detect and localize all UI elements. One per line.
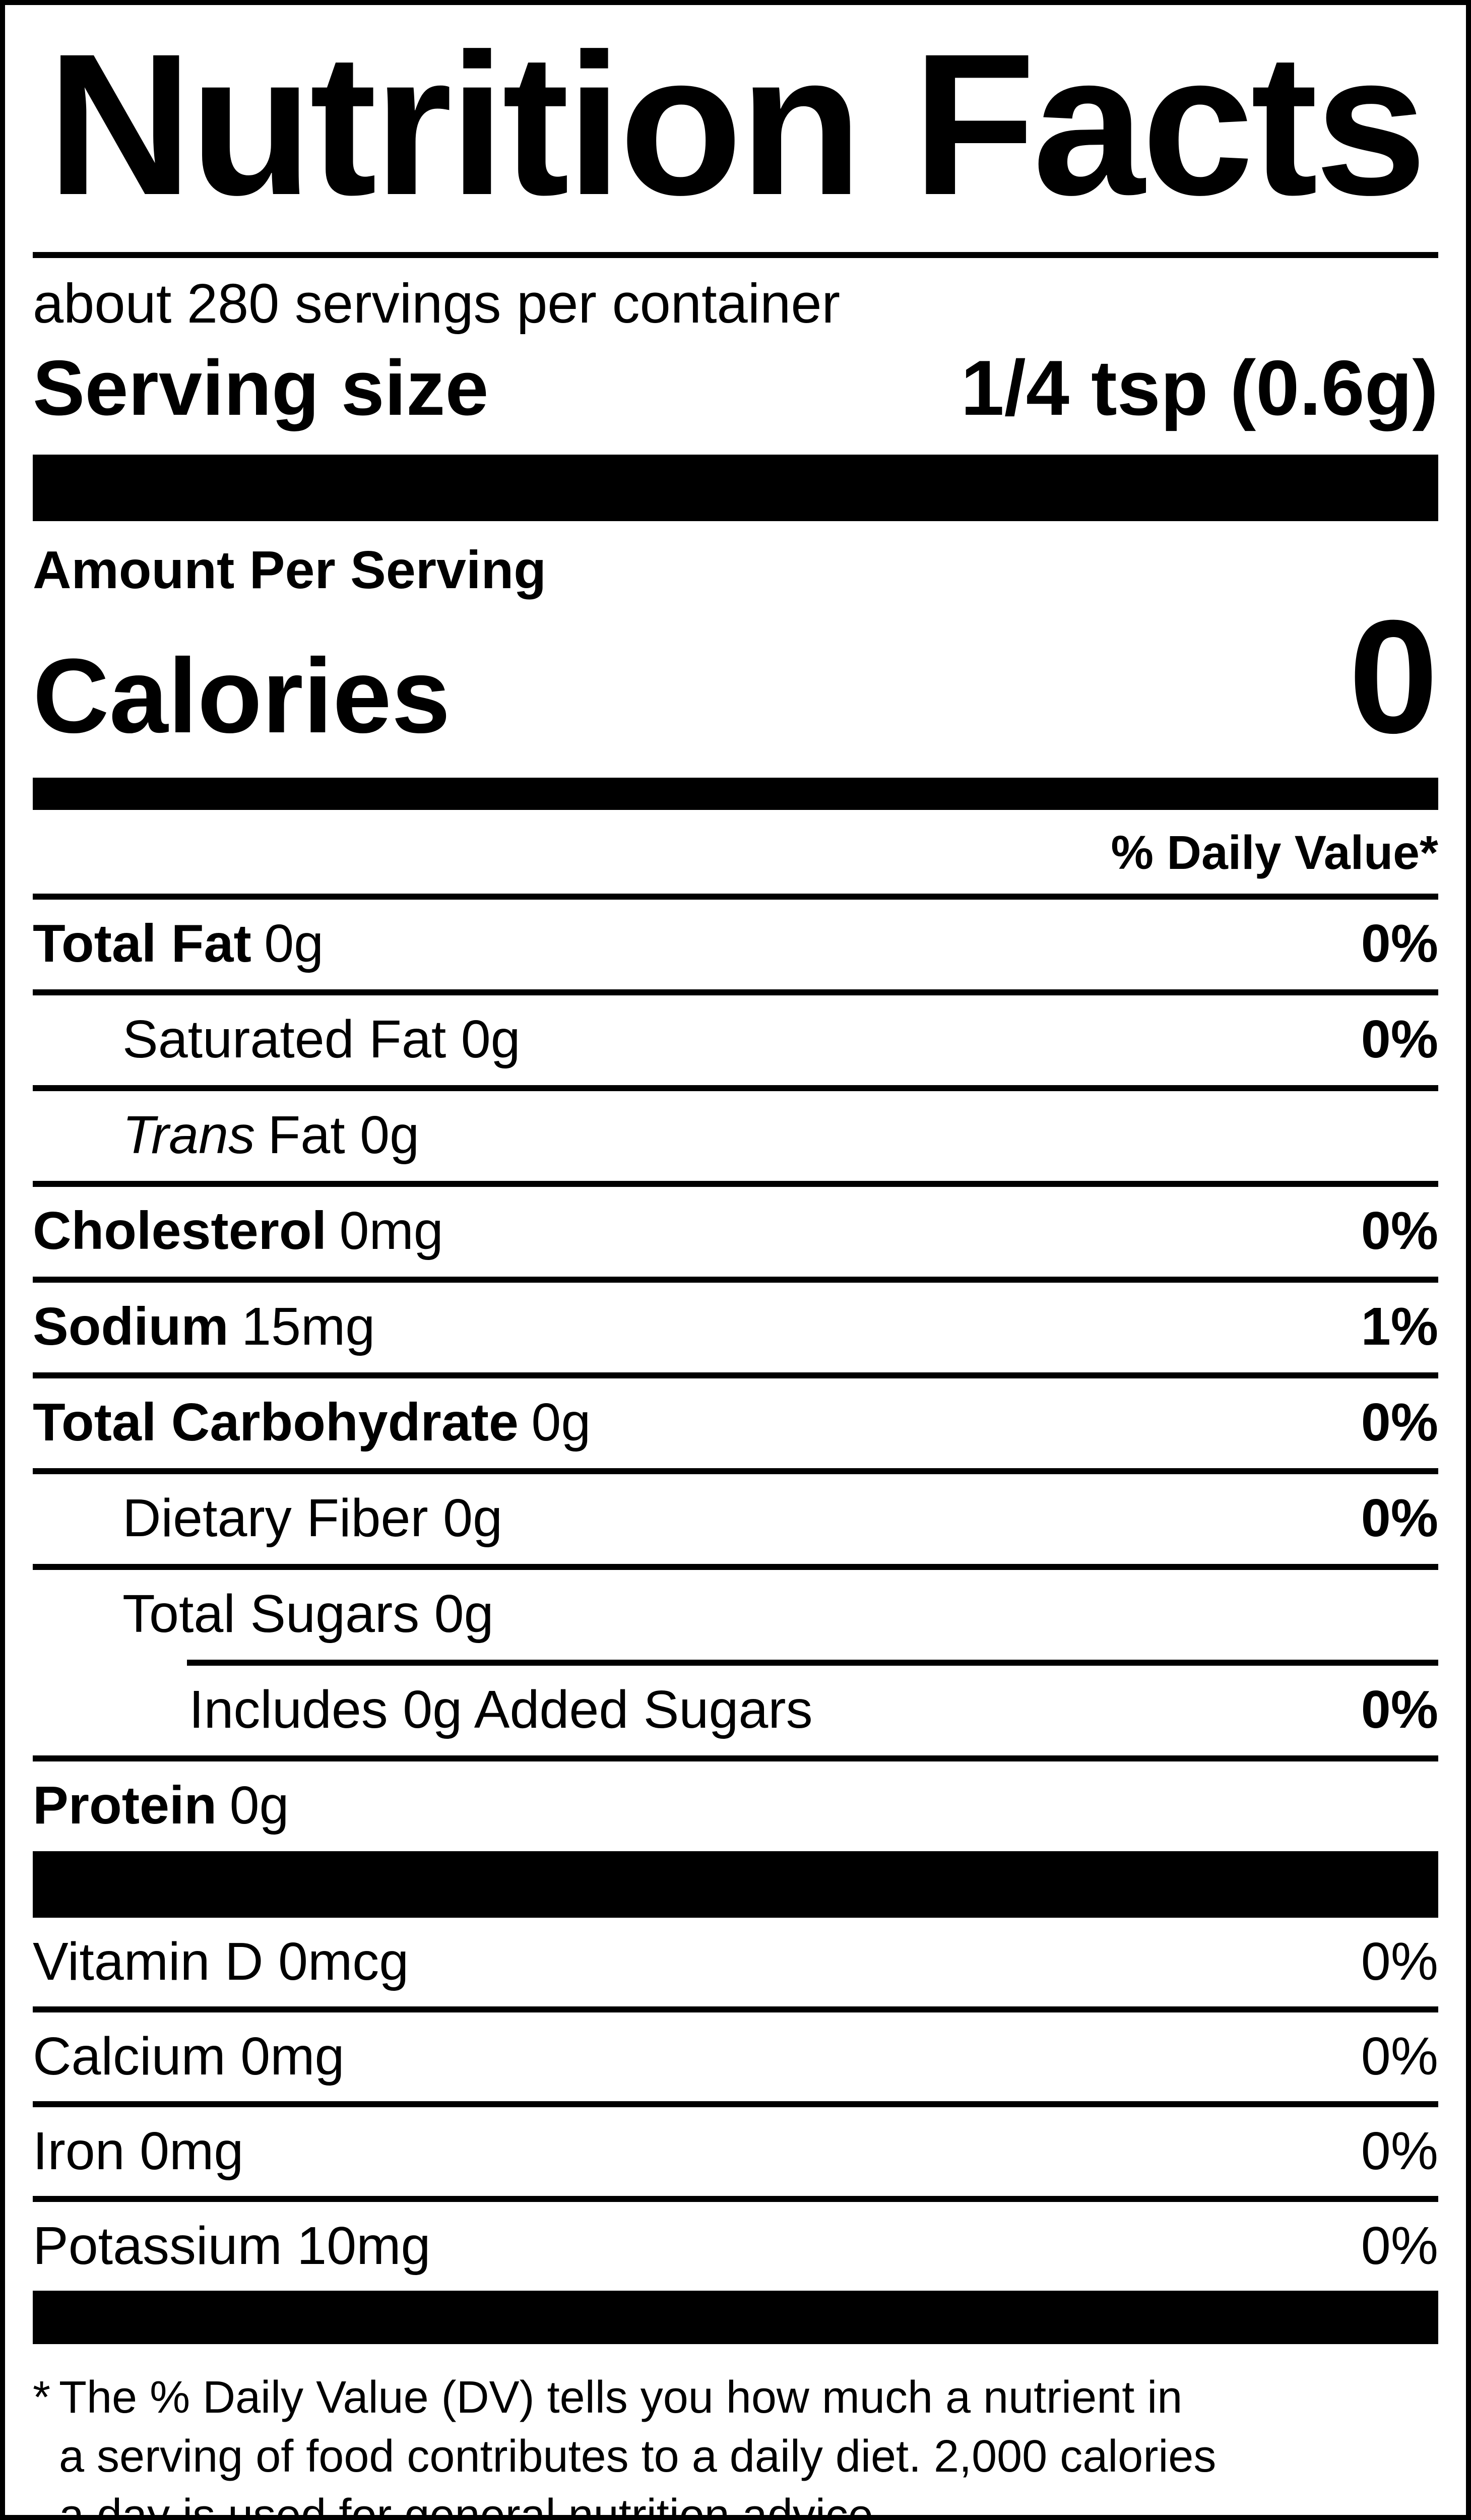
footnote-separator-bar: [33, 2291, 1438, 2344]
nutrient-name: Total Fat 0g: [33, 914, 324, 973]
vitamin-rows: Vitamin D 0mcg 0% Calcium 0mg 0% Iron 0m…: [33, 1918, 1438, 2291]
daily-value-header: % Daily Value*: [1111, 826, 1438, 879]
thick-separator-bar: [33, 455, 1438, 521]
vitamin-row: Vitamin D 0mcg 0%: [33, 1918, 1438, 2006]
nutrient-row: Saturated Fat 0g 0%: [33, 989, 1438, 1085]
vitamin-row: Potassium 10mg 0%: [33, 2196, 1438, 2291]
nutrient-name: Sodium 15mg: [33, 1297, 375, 1356]
vitamin-daily-value: 0%: [1361, 2216, 1438, 2276]
vitamin-daily-value: 0%: [1361, 1932, 1438, 1991]
footnote-asterisk: *: [33, 2372, 51, 2423]
calories-row: Calories 0: [33, 586, 1438, 767]
vitamin-daily-value: 0%: [1361, 2027, 1438, 2086]
nutrient-name: Includes 0g Added Sugars: [189, 1680, 813, 1739]
nutrient-name: Protein 0g: [33, 1776, 289, 1835]
vitamin-row: Iron 0mg 0%: [33, 2101, 1438, 2196]
nutrient-rows: Total Fat 0g 0% Saturated Fat 0g 0% Trans…: [33, 894, 1438, 1851]
label-title: Nutrition Facts: [47, 12, 1427, 237]
nutrient-daily-value: 0%: [1361, 914, 1438, 973]
footnote-line: The % Daily Value (DV) tells you how muc…: [59, 2372, 1183, 2423]
nutrient-row: Total Carbohydrate 0g 0%: [33, 1372, 1438, 1468]
vitamin-name: Calcium 0mg: [33, 2027, 345, 2086]
serving-size-label: Serving size: [33, 344, 489, 431]
nutrient-name: Saturated Fat 0g: [122, 1010, 521, 1069]
nutrient-daily-value: 0%: [1361, 1010, 1438, 1069]
nutrient-daily-value: 1%: [1361, 1297, 1438, 1356]
servings-per-container: about 280 servings per container: [33, 273, 841, 335]
calories-label: Calories: [33, 637, 451, 755]
nutrient-row: Total Sugars 0g: [33, 1564, 1438, 1660]
nutrient-row: Dietary Fiber 0g 0%: [33, 1468, 1438, 1564]
vitamin-name: Potassium 10mg: [33, 2216, 431, 2276]
footnote-lines: The % Daily Value (DV) tells you how muc…: [59, 2368, 1438, 2520]
nutrient-row: Sodium 15mg 1%: [33, 1277, 1438, 1372]
nutrient-row: Protein 0g: [33, 1755, 1438, 1851]
thick-separator-bar: [33, 1851, 1438, 1918]
nutrient-daily-value: 0%: [1361, 1393, 1438, 1452]
nutrient-daily-value: 0%: [1361, 1488, 1438, 1548]
serving-size-row: Serving size 1/4 tsp (0.6g): [33, 343, 1438, 433]
nutrient-row: Cholesterol 0mg 0%: [33, 1181, 1438, 1277]
vitamin-daily-value: 0%: [1361, 2121, 1438, 2181]
footnote-line: a serving of food contributes to a daily…: [59, 2431, 1217, 2482]
daily-value-footnote: * The % Daily Value (DV) tells you how m…: [33, 2368, 1438, 2520]
nutrient-daily-value: 0%: [1361, 1680, 1438, 1739]
vitamin-row: Calcium 0mg 0%: [33, 2006, 1438, 2101]
vitamin-name: Vitamin D 0mcg: [33, 1932, 409, 1991]
footnote-line: a day is used for general nutrition advi…: [59, 2490, 886, 2520]
nutrient-name: Trans Fat 0g: [122, 1105, 420, 1165]
nutrient-row: Trans Fat 0g: [33, 1085, 1438, 1181]
title-divider: [33, 252, 1438, 258]
calories-value: 0: [1349, 586, 1438, 767]
amount-per-serving-label: Amount Per Serving: [33, 540, 546, 600]
vitamin-name: Iron 0mg: [33, 2121, 244, 2181]
serving-size-value: 1/4 tsp (0.6g): [961, 344, 1438, 431]
nutrient-name: Cholesterol 0mg: [33, 1201, 443, 1261]
medium-separator-bar: [33, 778, 1438, 810]
nutrient-name: Total Carbohydrate 0g: [33, 1393, 591, 1452]
nutrient-name: Dietary Fiber 0g: [122, 1488, 503, 1548]
nutrient-daily-value: 0%: [1361, 1201, 1438, 1261]
nutrient-name: Total Sugars 0g: [122, 1584, 494, 1644]
nutrient-row: Total Fat 0g 0%: [33, 894, 1438, 989]
nutrient-row: Includes 0g Added Sugars 0%: [33, 1660, 1438, 1755]
